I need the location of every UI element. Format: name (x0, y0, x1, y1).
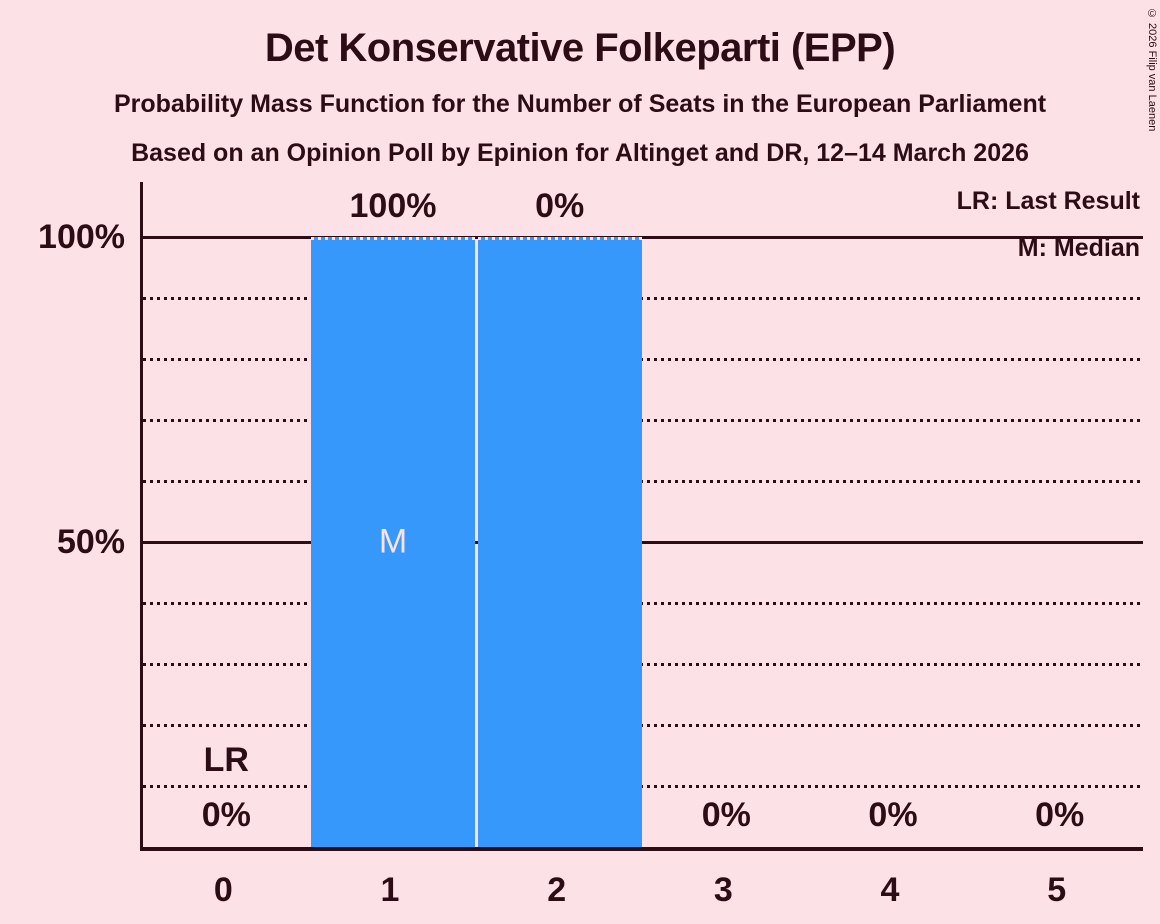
x-tick-label-4: 4 (880, 871, 900, 909)
probability-label-seats-4: 0% (868, 796, 918, 834)
chart-subtitle: Probability Mass Function for the Number… (113, 90, 1047, 118)
last-result-marker: LR (203, 741, 249, 779)
plot-area: 0% 100% 0% 0% 0% 0% LR M (140, 182, 1143, 851)
legend-last-result: LR: Last Result (956, 187, 1140, 215)
bar-seats-2 (477, 237, 642, 847)
x-tick-label-1: 1 (380, 871, 400, 909)
chart-title: Det Konservative Folkeparti (EPP) (264, 26, 896, 70)
median-marker: M (378, 522, 408, 561)
gridline-minor-30 (143, 663, 1143, 666)
legend-median: M: Median (1017, 234, 1140, 262)
gridline-major-50 (143, 541, 1143, 544)
probability-label-seats-3: 0% (701, 796, 751, 834)
gridline-minor-20 (143, 724, 1143, 727)
gridline-minor-60 (143, 480, 1143, 483)
bar-seats-1 (311, 237, 475, 847)
gridline-major-100 (143, 236, 1143, 239)
gridline-minor-10 (143, 785, 1143, 788)
x-tick-label-2: 2 (547, 871, 567, 909)
copyright-notice: © 2026 Filip van Laenen (1146, 8, 1158, 132)
x-tick-label-3: 3 (713, 871, 733, 909)
x-tick-label-5: 5 (1047, 871, 1067, 909)
bar-top-gridline (311, 237, 475, 240)
probability-label-seats-2: 0% (535, 187, 585, 225)
y-tick-label-50: 50% (56, 523, 125, 561)
gridline-minor-90 (143, 297, 1143, 300)
gridline-minor-40 (143, 602, 1143, 605)
x-tick-label-0: 0 (213, 871, 233, 909)
probability-label-seats-0: 0% (201, 796, 251, 834)
bar-top-gridline (477, 237, 642, 240)
chart-subtitle-source: Based on an Opinion Poll by Epinion for … (131, 139, 1029, 167)
probability-label-seats-5: 0% (1035, 796, 1085, 834)
gridline-minor-80 (143, 358, 1143, 361)
gridline-minor-70 (143, 419, 1143, 422)
y-tick-label-100: 100% (38, 218, 125, 256)
probability-label-seats-1: 100% (349, 187, 437, 225)
